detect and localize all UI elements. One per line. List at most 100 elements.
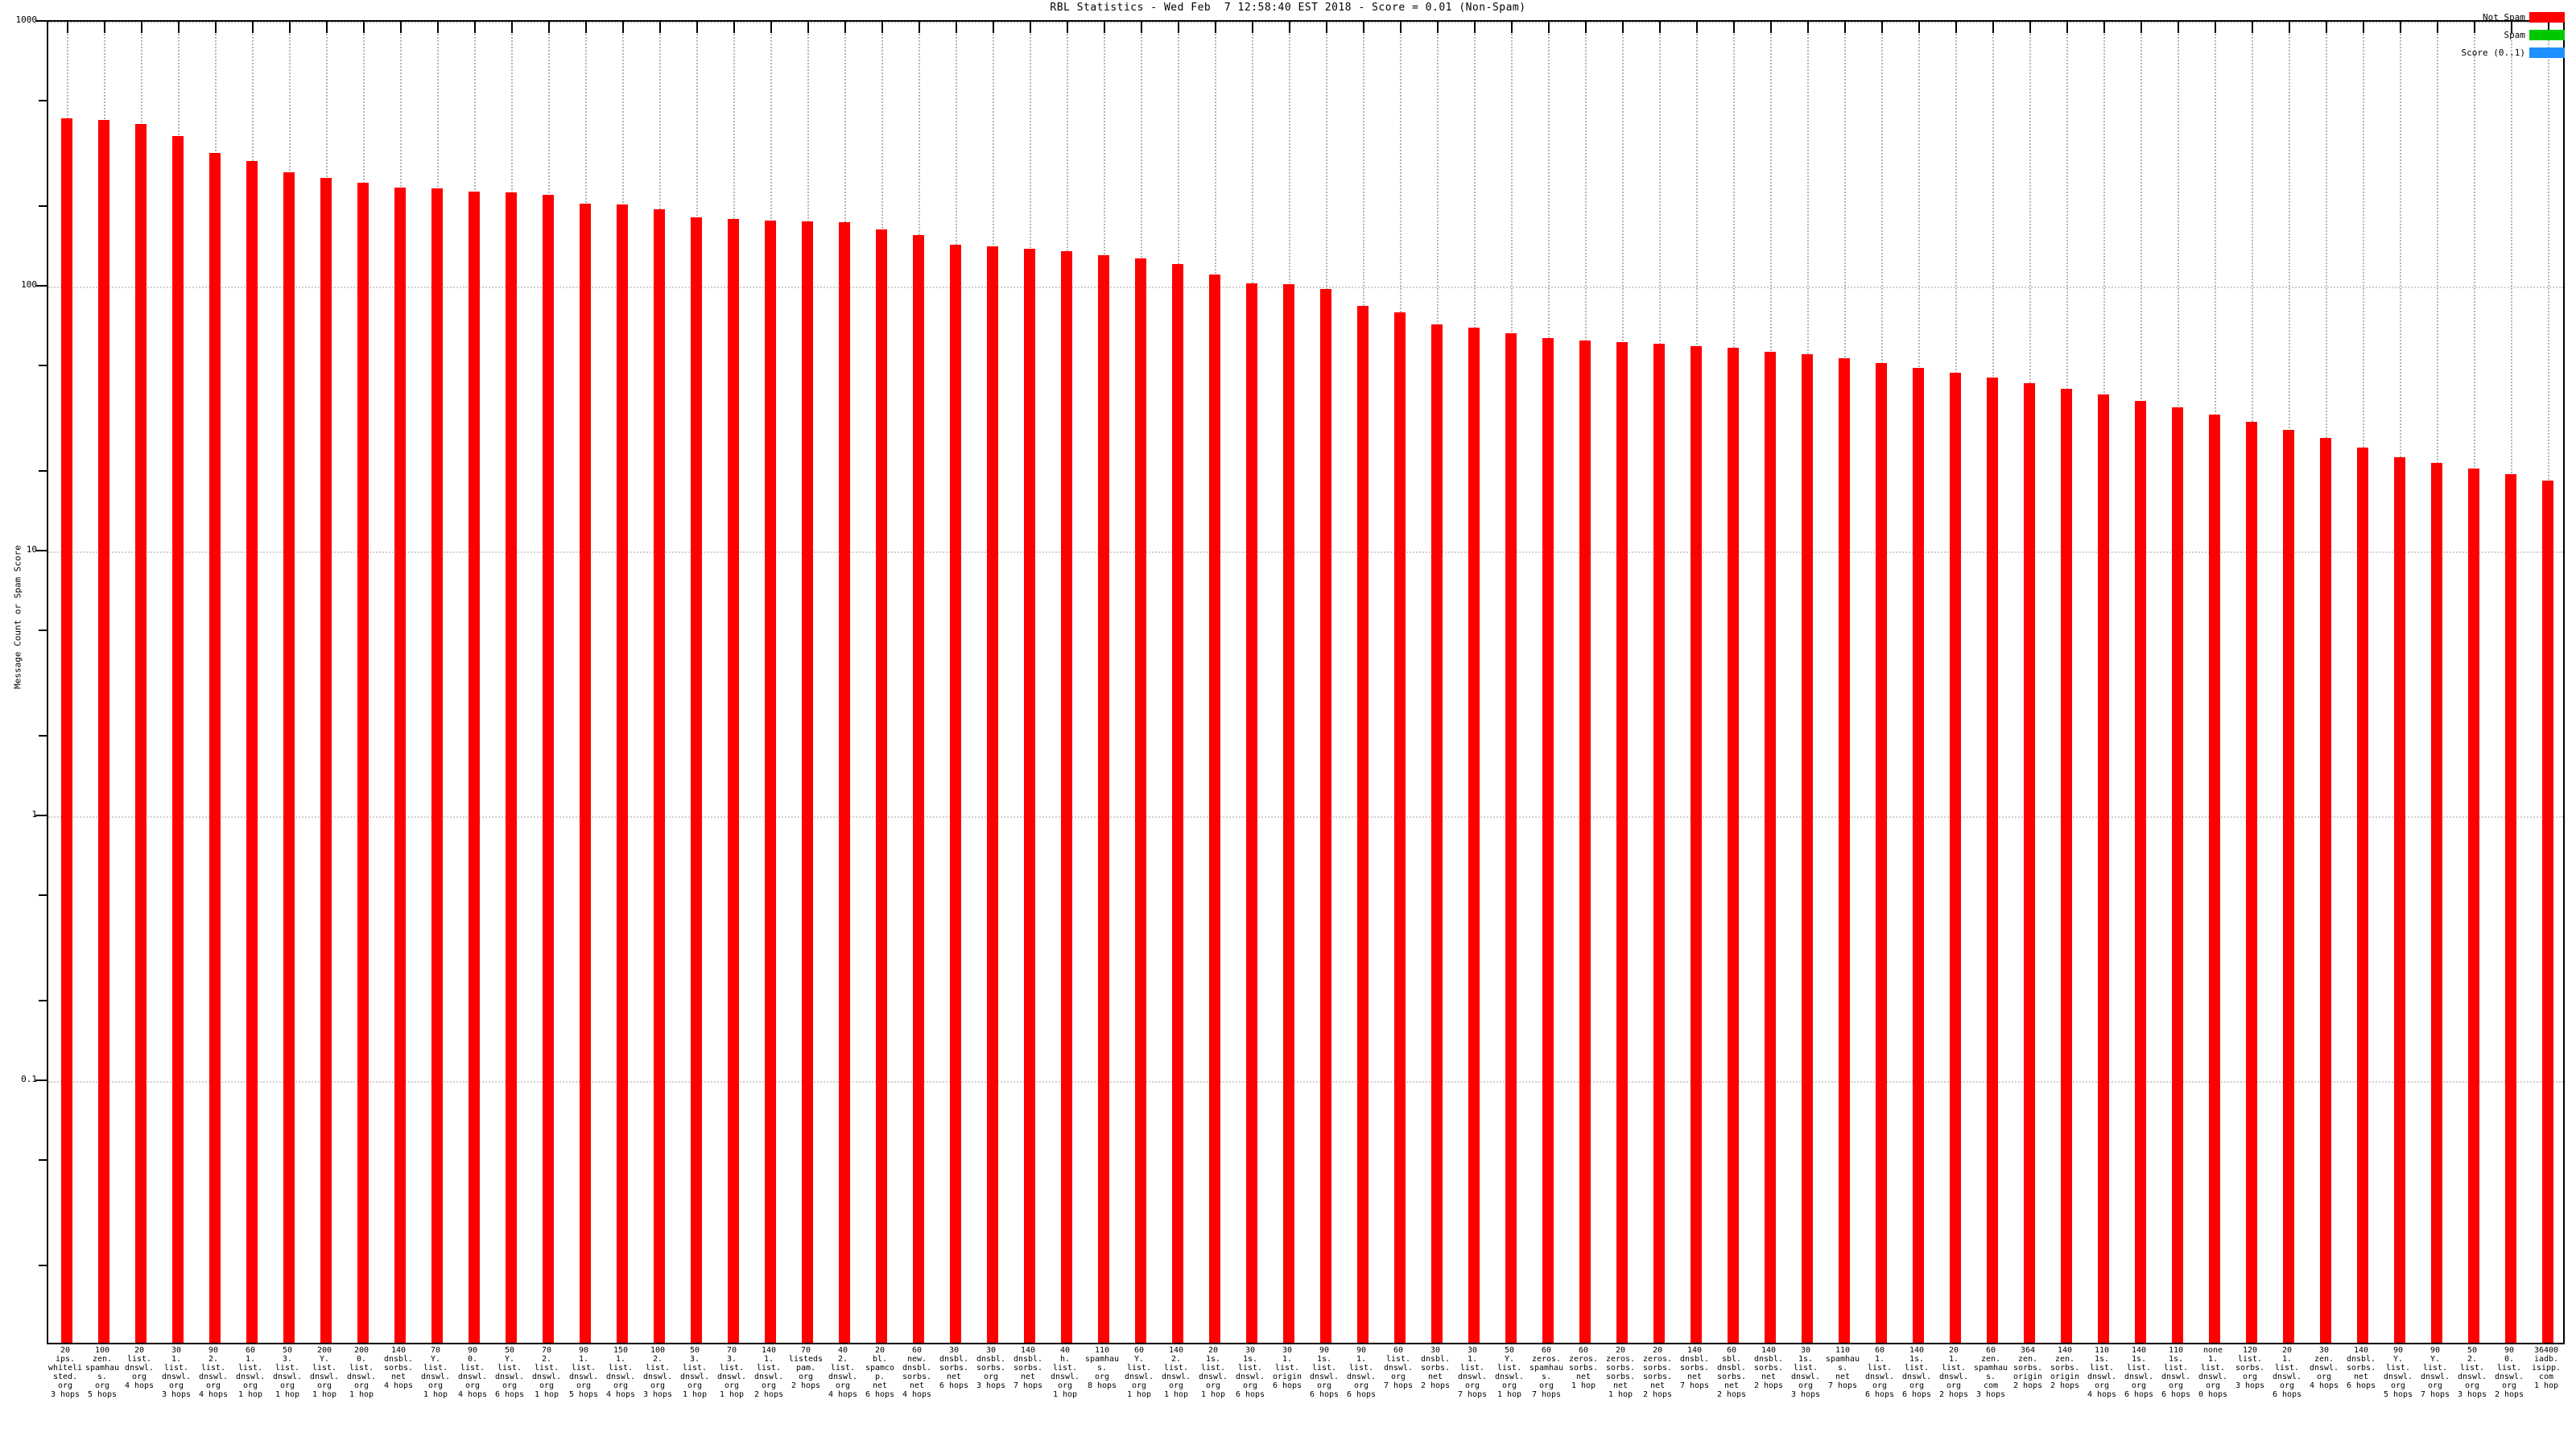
x-axis-label: 60 sbl. dnsbl. sorbs. net 2 hops <box>1716 1346 1747 1399</box>
bar[interactable] <box>1209 275 1220 1343</box>
bar[interactable] <box>1950 372 1961 1343</box>
bar[interactable] <box>1690 345 1702 1343</box>
bar[interactable] <box>2172 407 2183 1343</box>
bar[interactable] <box>1246 283 1257 1343</box>
bar[interactable] <box>802 221 813 1343</box>
x-tick-top <box>2511 22 2512 33</box>
x-axis-label: 140 1s. list. dnswl. org 6 hops <box>2124 1346 2154 1399</box>
bar[interactable] <box>2135 400 2146 1343</box>
bar[interactable] <box>728 219 739 1343</box>
x-tick-top <box>1141 22 1142 33</box>
bar[interactable] <box>1802 354 1813 1343</box>
bar[interactable] <box>2209 414 2220 1343</box>
bar[interactable] <box>1061 251 1072 1343</box>
x-axis-label: 140 2. list. dnswl. org 1 hop <box>1161 1346 1191 1399</box>
bar[interactable] <box>1987 378 1998 1343</box>
x-axis-label: 50 Y. list. dnswl. org 6 hops <box>494 1346 525 1399</box>
legend-item[interactable]: Spam <box>2412 29 2565 41</box>
bar[interactable] <box>394 188 406 1343</box>
bar[interactable] <box>1765 352 1776 1343</box>
bar[interactable] <box>654 209 665 1343</box>
x-tick-top <box>1474 22 1476 33</box>
bar[interactable] <box>2431 463 2442 1343</box>
bar[interactable] <box>1024 249 1035 1343</box>
bar[interactable] <box>1579 340 1591 1343</box>
bar[interactable] <box>1098 254 1109 1343</box>
y-tick-label: 0.1 <box>21 1074 37 1084</box>
bar[interactable] <box>1394 312 1406 1343</box>
bar[interactable] <box>987 246 998 1343</box>
legend-item[interactable]: Score (0..1) <box>2412 47 2565 59</box>
bar[interactable] <box>357 182 369 1343</box>
bar[interactable] <box>1172 264 1183 1343</box>
x-tick-top <box>1955 22 1957 33</box>
bar[interactable] <box>1283 284 1294 1343</box>
x-tick-top <box>67 22 68 33</box>
bar[interactable] <box>431 188 443 1343</box>
bar[interactable] <box>1728 348 1739 1343</box>
bar[interactable] <box>506 192 517 1343</box>
bar[interactable] <box>580 203 591 1343</box>
bar[interactable] <box>765 220 776 1343</box>
bar[interactable] <box>209 153 221 1343</box>
x-axis-label: 50 3. list. dnswl. org 1 hop <box>679 1346 710 1399</box>
bar[interactable] <box>1320 289 1331 1343</box>
bar[interactable] <box>2394 457 2405 1343</box>
bar[interactable] <box>839 222 850 1343</box>
x-tick-top <box>2029 22 2031 33</box>
x-axis-label: 100 2. list. dnswl. org 3 hops <box>642 1346 673 1399</box>
bar[interactable] <box>246 160 258 1343</box>
bar[interactable] <box>2357 447 2368 1343</box>
bar[interactable] <box>950 244 961 1343</box>
x-axis-label: 30 1. list. origin 6 hops <box>1272 1346 1302 1390</box>
bar[interactable] <box>1505 332 1517 1343</box>
bar[interactable] <box>2468 468 2479 1343</box>
horizontal-gridline <box>48 287 2563 288</box>
bar[interactable] <box>691 217 702 1343</box>
bar[interactable] <box>469 192 480 1343</box>
bar[interactable] <box>617 204 628 1343</box>
x-axis-label: 90 0. list. dnswl. org 4 hops <box>457 1346 488 1399</box>
bar[interactable] <box>543 194 554 1343</box>
bar[interactable] <box>172 135 184 1343</box>
x-axis-label: 60 1. list. dnswl. org 1 hop <box>235 1346 266 1399</box>
x-tick-top <box>1363 22 1364 33</box>
x-tick-top <box>2400 22 2401 33</box>
legend-item[interactable]: Not Spam <box>2412 11 2565 23</box>
x-tick-top <box>178 22 180 33</box>
bar[interactable] <box>1431 324 1443 1343</box>
bar[interactable] <box>1876 363 1887 1343</box>
bar[interactable] <box>1542 338 1554 1343</box>
bar[interactable] <box>320 178 332 1343</box>
bar[interactable] <box>1653 344 1665 1343</box>
bar[interactable] <box>2320 438 2331 1343</box>
x-tick-top <box>881 22 883 33</box>
x-axis-label: 30 zen. dnswl. org 4 hops <box>2309 1346 2339 1390</box>
bar[interactable] <box>913 235 924 1343</box>
bar[interactable] <box>1357 306 1368 1343</box>
bar[interactable] <box>1135 258 1146 1343</box>
bar[interactable] <box>135 123 147 1343</box>
x-axis-label: 110 1s. list. dnswl. org 4 hops <box>2087 1346 2117 1399</box>
bar[interactable] <box>1839 358 1850 1343</box>
bar[interactable] <box>1616 342 1628 1343</box>
y-tick-minor <box>39 999 48 1001</box>
bar[interactable] <box>876 229 887 1343</box>
bar[interactable] <box>283 172 295 1343</box>
bar[interactable] <box>2098 394 2109 1343</box>
x-axis-label: 30 1s. list. dnswl. org 6 hops <box>1235 1346 1265 1399</box>
bar[interactable] <box>61 118 72 1343</box>
x-tick-top <box>1992 22 1994 33</box>
x-axis-labels: 20 ips. whitelisted. org 3 hops 100 zen. … <box>47 1346 2565 1449</box>
bar[interactable] <box>2283 429 2294 1343</box>
x-axis-label: 90 1. list. dnswl. org 5 hops <box>568 1346 599 1399</box>
bar[interactable] <box>2505 474 2516 1343</box>
bar[interactable] <box>1913 367 1924 1343</box>
bar[interactable] <box>2024 382 2035 1343</box>
bar[interactable] <box>2061 388 2072 1343</box>
bar[interactable] <box>2246 422 2257 1343</box>
x-axis-label: 150 1. list. dnswl. org 4 hops <box>605 1346 636 1399</box>
bar[interactable] <box>98 119 109 1343</box>
bar[interactable] <box>1468 328 1480 1343</box>
bar[interactable] <box>2542 481 2553 1343</box>
